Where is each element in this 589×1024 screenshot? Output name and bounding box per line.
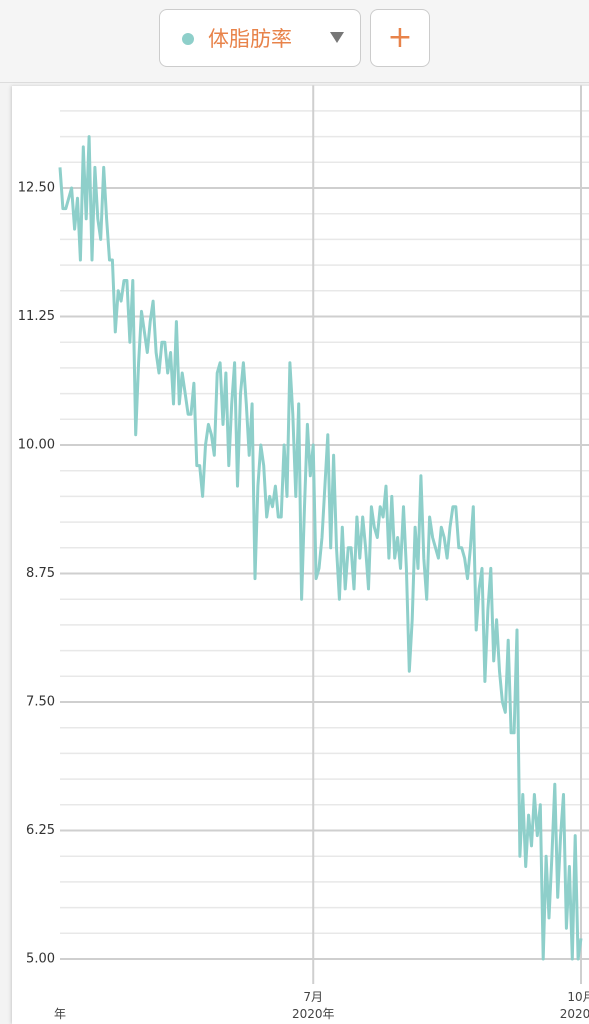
series-dot (182, 33, 194, 45)
x-tick-label: 年 (53, 1007, 67, 1021)
y-tick-label: 5.00 (26, 952, 55, 967)
y-tick-label: 12.50 (18, 181, 55, 196)
add-button[interactable]: + (370, 9, 430, 67)
data-line (58, 135, 583, 961)
metric-label: 体脂肪率 (208, 27, 292, 51)
y-tick-label: 7.50 (26, 695, 55, 710)
y-tick-label: 10.00 (18, 438, 55, 453)
toolbar: 体脂肪率 + (0, 0, 589, 83)
x-tick-label: 7月 2020年 (291, 990, 335, 1021)
y-tick-label: 8.75 (26, 566, 55, 581)
y-tick-label: 6.25 (26, 823, 55, 838)
dropdown-arrow (330, 32, 344, 43)
y-tick-label: 11.25 (18, 309, 55, 324)
metric-picker[interactable]: 体脂肪率 (159, 9, 361, 67)
x-tick-label: 10月 2020年 (559, 990, 589, 1021)
